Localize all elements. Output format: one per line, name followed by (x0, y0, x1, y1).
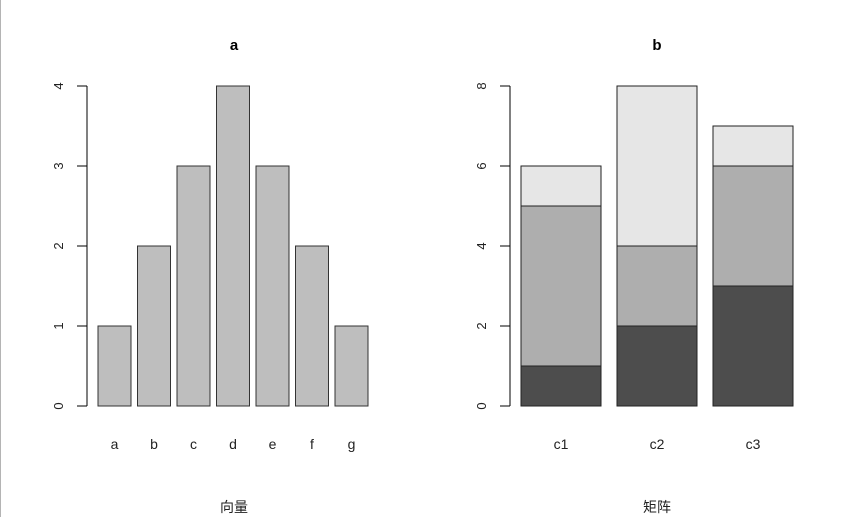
bar-segment-row2 (712, 165, 794, 287)
x-tick-label: b (150, 436, 158, 452)
x-tick-label: g (348, 436, 356, 452)
bar (255, 165, 290, 407)
x-tick-label: d (229, 436, 237, 452)
bar (97, 325, 132, 407)
bar-segment-row1 (712, 285, 794, 407)
y-tick-label: 0 (474, 402, 489, 409)
y-tick-label: 2 (474, 322, 489, 329)
y-tick-label: 1 (51, 322, 66, 329)
chart-b: b 0 2 4 6 8 c1 c2 c3 矩阵 (474, 37, 794, 515)
x-tick-label: c3 (746, 436, 761, 452)
x-tick-label: f (310, 436, 314, 452)
y-tick-label: 6 (474, 162, 489, 169)
bar (137, 245, 171, 407)
bar-segment-row2 (520, 205, 602, 367)
bar (216, 85, 250, 407)
bar-segment-row3 (616, 85, 698, 247)
y-tick-label: 2 (51, 242, 66, 249)
y-tick-label: 3 (51, 162, 66, 169)
x-tick-label: c1 (554, 436, 569, 452)
bar-segment-row1 (520, 365, 602, 407)
x-tick-label: c (190, 436, 197, 452)
bar-segment-row3 (712, 125, 794, 167)
x-tick-label: a (111, 436, 119, 452)
bar-segment-row3 (520, 165, 602, 207)
y-tick-label: 4 (51, 82, 66, 89)
chart-a: a 0 1 2 3 4 a b c d e f g 向量 (51, 37, 369, 515)
y-tick-label: 4 (474, 242, 489, 249)
bar (176, 165, 211, 407)
chart-title: b (652, 37, 661, 54)
x-tick-label: c2 (650, 436, 665, 452)
bar (334, 325, 369, 407)
bar-segment-row1 (616, 325, 698, 407)
y-tick-label: 0 (51, 402, 66, 409)
x-axis-label: 矩阵 (643, 499, 671, 515)
y-tick-label: 8 (474, 82, 489, 89)
chart-title: a (230, 37, 239, 54)
bar-segment-row2 (616, 245, 698, 327)
x-axis-label: 向量 (220, 499, 248, 515)
window-left-border (0, 0, 1, 517)
x-tick-label: e (269, 436, 277, 452)
bar (295, 245, 329, 407)
